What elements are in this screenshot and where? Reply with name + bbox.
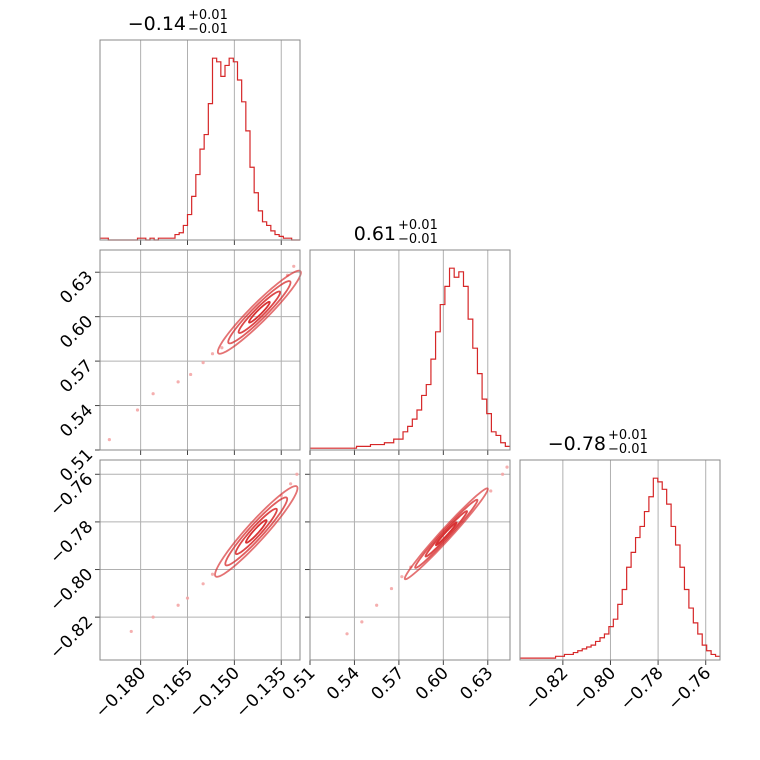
contour-level-2 [227, 280, 292, 345]
panel-frame [519, 459, 721, 661]
panel-frame [99, 249, 301, 451]
sample-point [135, 408, 140, 412]
sample-point [220, 346, 224, 350]
histogram-2 [520, 477, 720, 659]
x-tick-label: 0.60 [412, 663, 453, 704]
panel-r1-c0 [95, 250, 300, 455]
contour-level-1 [234, 507, 278, 556]
param-title-err-plus: +0.01 [608, 428, 648, 443]
sample-point [151, 392, 155, 396]
sample-point [360, 620, 364, 624]
y-tick-label: 0.60 [56, 312, 97, 353]
x-tick-label: −0.150 [185, 663, 244, 722]
contour-level-1 [424, 510, 468, 558]
x-tick-label: 0.54 [323, 663, 364, 704]
contour-level-3 [214, 485, 299, 578]
sample-point [345, 632, 349, 636]
contour-level-0 [245, 519, 268, 544]
sample-point [176, 380, 180, 384]
y-tick-label: 0.57 [56, 356, 97, 397]
sample-point [295, 472, 299, 476]
sample-point [185, 596, 190, 600]
panel-r1-c1 [309, 250, 489, 455]
param-title-err-minus: −0.01 [608, 442, 648, 457]
param-title-err-plus: +0.01 [188, 8, 228, 23]
sample-point [505, 465, 509, 469]
sample-point [500, 472, 505, 476]
scatter-0 [107, 264, 302, 442]
sample-point [176, 603, 180, 607]
sample-point [375, 603, 379, 607]
sample-point [400, 575, 404, 579]
x-tick-label: 0.57 [368, 663, 409, 704]
panel-frame [309, 249, 511, 451]
sample-point [201, 360, 205, 365]
y-tick-label: −0.82 [46, 612, 97, 663]
histogram-0 [100, 57, 300, 241]
panel-r2-c0 [95, 460, 300, 665]
sample-point [289, 482, 293, 486]
param-title-median: 0.61 [354, 223, 396, 245]
x-tick-label: −0.80 [569, 663, 620, 714]
sample-point [210, 352, 215, 356]
corner-panels [95, 39, 721, 665]
sample-point [389, 586, 394, 591]
scatter-2 [345, 465, 509, 636]
x-tick-label: −0.82 [521, 663, 572, 714]
param-title-median: −0.14 [128, 13, 186, 35]
contour-level-0 [435, 521, 458, 547]
sample-point [489, 489, 493, 493]
contour-level-0 [248, 300, 271, 324]
scatter-1 [129, 472, 299, 634]
contour-level-1 [237, 290, 282, 334]
sample-point [189, 372, 193, 377]
y-tick-label: 0.63 [56, 267, 97, 308]
contour-level-3 [216, 269, 302, 355]
sample-point [201, 582, 205, 586]
y-tick-label: −0.80 [46, 565, 97, 616]
param-title-median: −0.78 [548, 433, 606, 455]
sample-point [151, 615, 155, 619]
x-tick-label: 0.51 [279, 663, 320, 704]
param-title-err-minus: −0.01 [398, 232, 438, 247]
panel-frame [99, 39, 301, 241]
contour-level-2 [414, 498, 479, 569]
contour-level-2 [224, 496, 289, 567]
y-tick-label: 0.54 [56, 401, 97, 442]
x-tick-label: −0.180 [92, 663, 151, 722]
param-title-err-plus: +0.01 [398, 218, 438, 233]
panel-r2-c1 [305, 460, 510, 665]
histogram-1 [310, 267, 510, 449]
x-tick-label: −0.165 [138, 663, 197, 722]
x-tick-label: −0.78 [617, 663, 668, 714]
panel-r0-c0 [140, 40, 282, 245]
panel-frame [309, 459, 511, 661]
y-tick-label: −0.78 [46, 517, 97, 568]
contour-level-3 [403, 487, 489, 581]
x-tick-label: −0.76 [664, 663, 715, 714]
panel-r2-c2 [562, 460, 707, 665]
sample-point [292, 264, 296, 268]
sample-point [210, 572, 215, 576]
sample-point [129, 629, 133, 634]
sample-point [107, 438, 111, 442]
x-tick-label: 0.63 [456, 663, 497, 704]
param-title-err-minus: −0.01 [188, 22, 228, 37]
panel-frame [99, 459, 301, 661]
